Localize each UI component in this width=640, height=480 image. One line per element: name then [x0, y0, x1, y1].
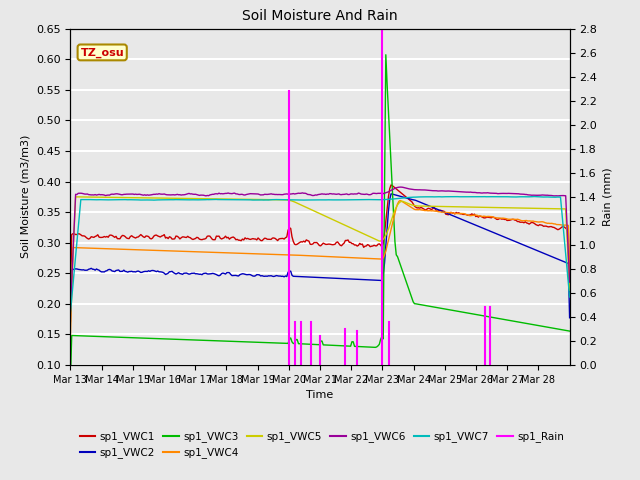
X-axis label: Time: Time: [307, 390, 333, 400]
Y-axis label: Soil Moisture (m3/m3): Soil Moisture (m3/m3): [20, 135, 30, 259]
Legend: sp1_VWC1, sp1_VWC2, sp1_VWC3, sp1_VWC4, sp1_VWC5, sp1_VWC6, sp1_VWC7, sp1_Rain: sp1_VWC1, sp1_VWC2, sp1_VWC3, sp1_VWC4, …: [76, 427, 568, 463]
Title: Soil Moisture And Rain: Soil Moisture And Rain: [242, 10, 398, 24]
Y-axis label: Rain (mm): Rain (mm): [603, 168, 612, 226]
Text: TZ_osu: TZ_osu: [81, 48, 124, 58]
